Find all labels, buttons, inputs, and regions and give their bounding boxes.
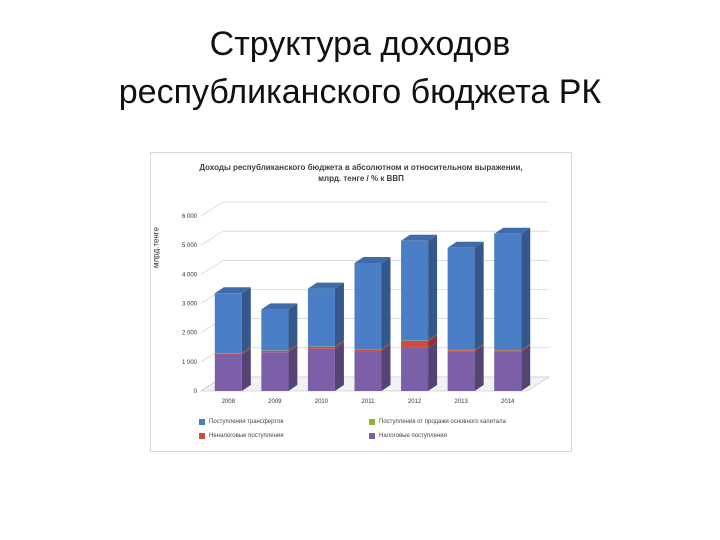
bar-side [521, 344, 531, 352]
bar-side [521, 345, 531, 391]
bar-segment [494, 350, 522, 352]
bar-top [214, 287, 251, 294]
x-tick-label: 2014 [501, 399, 515, 405]
bar-side [428, 341, 438, 391]
legend-item: Неналоговые поступления [199, 433, 284, 439]
y-tick-label: 3 000 [182, 302, 198, 308]
bar-segment [214, 353, 242, 355]
bar-segment [354, 262, 382, 349]
gridline-depth [200, 230, 224, 246]
bar-segment [214, 293, 242, 354]
bar-side [474, 241, 484, 350]
bar-top [494, 227, 531, 234]
bar-segment [307, 348, 335, 391]
bar-side [381, 343, 391, 350]
y-tick-label: 5 000 [182, 243, 198, 249]
y-tick-label: 4 000 [182, 272, 198, 278]
bar-side [334, 342, 344, 391]
bar-side [241, 287, 251, 354]
bar-side [381, 343, 391, 352]
bar-side [521, 227, 531, 351]
x-tick-label: 2011 [362, 399, 376, 405]
legend-item: Поступления трансфертов [199, 419, 284, 425]
x-tick-label: 2010 [315, 399, 329, 405]
bar-segment [261, 309, 289, 351]
bar-top [261, 303, 298, 310]
bar-segment [494, 351, 522, 391]
legend-item: Налоговые поступления [369, 433, 447, 439]
chart-container: Доходы республиканского бюджета в абсолю… [150, 152, 572, 452]
bar-segment [447, 247, 475, 350]
bar-segment [214, 354, 242, 391]
bar-side [241, 348, 251, 391]
bar-segment [447, 351, 475, 391]
legend-label: Неналоговые поступления [209, 433, 284, 439]
bar-segment [307, 346, 335, 349]
legend-swatch [369, 433, 375, 439]
bar-side [381, 256, 391, 349]
bar-side [474, 344, 484, 352]
bar-side [428, 334, 438, 341]
gridline-depth [200, 260, 224, 275]
legend-item: Поступления от продажи основного капитал… [369, 419, 506, 425]
bar-segment [261, 352, 289, 391]
bar-side [288, 344, 298, 353]
bar-segment [494, 233, 522, 351]
legend-label: Поступления от продажи основного капитал… [379, 419, 506, 425]
y-tick-label: 1 000 [182, 360, 198, 366]
gridline-depth [200, 201, 224, 217]
bar-segment [307, 288, 335, 347]
y-tick-label: 0 [194, 389, 198, 395]
legend-swatch [199, 433, 205, 439]
x-tick-label: 2012 [408, 399, 422, 405]
bar-side [288, 344, 298, 351]
bar-side [241, 347, 251, 355]
bar-side [334, 340, 344, 347]
bar-segment [401, 340, 429, 348]
x-tick-label: 2013 [454, 399, 468, 405]
bar-side [288, 346, 298, 391]
bar-top [447, 241, 484, 248]
bar-segment [354, 349, 382, 352]
bar-side [474, 343, 484, 351]
bar-side [241, 347, 251, 354]
bar-side [474, 345, 484, 391]
legend-swatch [199, 419, 205, 425]
legend-label: Налоговые поступления [379, 433, 447, 439]
y-tick-label: 2 000 [182, 331, 198, 337]
bar-segment [401, 240, 429, 341]
bar-segment [447, 350, 475, 352]
chart-plot: 0 1 000 2 000 3 000 4 000 5 000 6 000 2008 2009 2… [182, 201, 551, 405]
legend-swatch [369, 419, 375, 425]
bar-side [288, 303, 298, 351]
chart-title: Доходы республиканского бюджета в абсолю… [199, 163, 523, 183]
x-tick-label: 2009 [268, 399, 282, 405]
bar-segment [261, 350, 289, 353]
bar-top [354, 256, 391, 263]
bar-side [428, 234, 438, 341]
bar-side [428, 334, 438, 348]
slide-title: Структура доходов республиканского бюдже… [118, 25, 602, 111]
bar-segment [354, 351, 382, 391]
bar-top [401, 234, 438, 241]
bar-side [381, 345, 391, 391]
bar-side [521, 344, 531, 351]
legend-label: Поступления трансфертов [209, 419, 284, 425]
bar-side [334, 340, 344, 349]
bar-top [307, 282, 344, 289]
bar-segment [401, 347, 429, 391]
y-tick-label: 6 000 [182, 214, 198, 220]
x-tick-label: 2008 [222, 399, 236, 405]
bar-side [334, 282, 344, 347]
